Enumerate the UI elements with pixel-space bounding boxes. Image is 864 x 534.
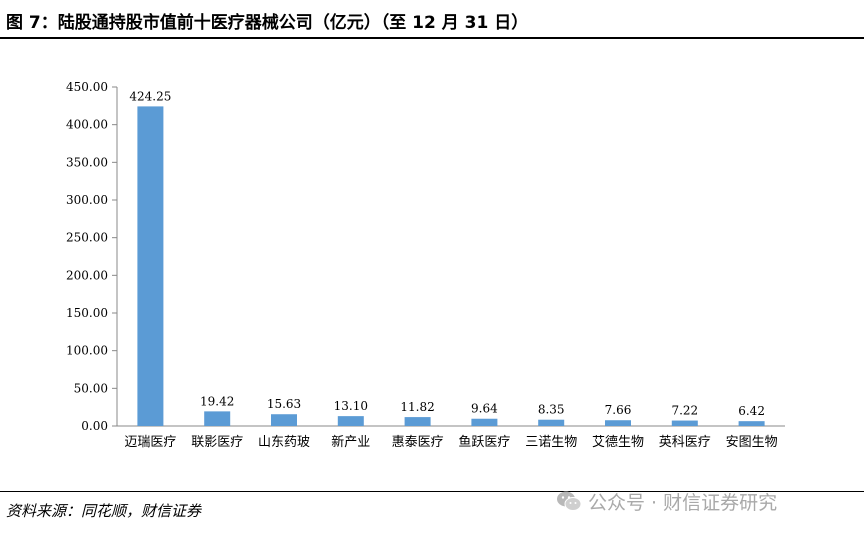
value-label: 7.66 — [605, 403, 632, 417]
y-tick-label: 50.00 — [74, 381, 108, 395]
y-axis: 0.00 50.00 100.00 150.00 200.00 250.00 300.00 3… — [66, 80, 118, 433]
value-label: 13.10 — [334, 399, 368, 413]
y-tick-label: 450.00 — [66, 80, 108, 94]
watermark: 公众号 · 财信证券研究 — [556, 489, 778, 514]
y-tick-label: 0.00 — [81, 419, 108, 433]
y-tick-label: 250.00 — [66, 231, 108, 245]
value-label: 11.82 — [400, 400, 434, 414]
bar — [671, 420, 698, 426]
source-note: 资料来源：同花顺，财信证券 — [6, 502, 202, 520]
bar — [605, 420, 631, 426]
value-label: 9.64 — [471, 402, 498, 416]
bar — [204, 411, 231, 426]
category-label: 山东药玻 — [258, 435, 310, 450]
value-label: 424.25 — [129, 89, 171, 103]
bottom-divider — [0, 491, 864, 492]
category-label: 新产业 — [331, 434, 370, 450]
category-label: 安图生物 — [726, 435, 778, 450]
bar — [738, 421, 765, 426]
bars — [137, 106, 765, 427]
chart-title: 图 7：陆股通持股市值前十医疗器械公司（亿元）（至 12 月 31 日） — [6, 13, 529, 33]
value-label: 15.63 — [267, 397, 301, 411]
wechat-icon — [557, 491, 582, 511]
bar-chart: 0.00 50.00 100.00 150.00 200.00 250.00 300.00 3… — [66, 80, 785, 450]
value-label: 19.42 — [200, 394, 234, 408]
watermark-text: 公众号 · 财信证券研究 — [588, 491, 778, 514]
category-label: 惠泰医疗 — [392, 435, 444, 450]
bar — [271, 414, 297, 426]
value-labels: 424.25 19.42 15.63 13.10 11.82 9.64 8.35 7.66 7.… — [129, 89, 765, 418]
y-tick-label: 150.00 — [66, 306, 108, 320]
category-labels: 迈瑞医疗 联影医疗 山东药玻 新产业 惠泰医疗 鱼跃医疗 三诺生物 艾德生物 英科医疗 安图生物 — [124, 434, 777, 450]
category-label: 英科医疗 — [659, 435, 711, 450]
bar — [337, 416, 364, 426]
value-label: 8.35 — [538, 403, 565, 417]
value-label: 6.42 — [738, 404, 765, 418]
value-label: 7.22 — [671, 404, 698, 418]
category-label: 迈瑞医疗 — [124, 435, 176, 450]
category-label: 联影医疗 — [191, 435, 243, 450]
category-label: 鱼跃医疗 — [458, 434, 510, 450]
bar — [404, 417, 431, 426]
category-label: 三诺生物 — [525, 435, 577, 450]
y-tick-label: 350.00 — [66, 155, 108, 169]
y-tick-label: 100.00 — [66, 344, 108, 358]
category-label: 艾德生物 — [592, 435, 644, 450]
bar — [471, 418, 498, 426]
top-divider — [0, 37, 864, 39]
y-tick-label: 200.00 — [66, 268, 108, 282]
bar — [137, 106, 164, 427]
y-tick-label: 400.00 — [66, 118, 108, 132]
bar — [538, 419, 565, 426]
y-tick-label: 300.00 — [66, 193, 108, 207]
